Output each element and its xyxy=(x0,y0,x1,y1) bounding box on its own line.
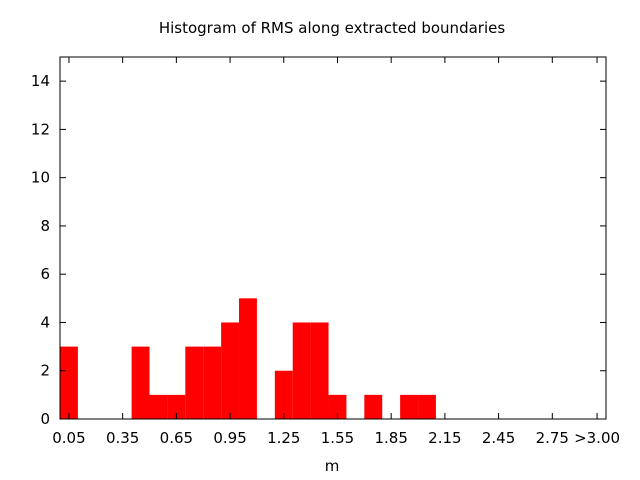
x-axis-label: m xyxy=(325,457,340,475)
plot-frame xyxy=(59,56,607,420)
histogram-bar-15 xyxy=(328,394,347,419)
x-tick-label: 2.15 xyxy=(428,429,461,447)
histogram-bar-5 xyxy=(149,394,168,419)
histogram-bar-6 xyxy=(167,394,186,419)
histogram-bar-12 xyxy=(274,370,293,419)
x-tick-label: 1.85 xyxy=(374,429,407,447)
x-tick-label: 2.75 xyxy=(536,429,569,447)
histogram-bar-14 xyxy=(310,322,329,419)
y-tick-label: 8 xyxy=(40,217,50,235)
x-tick-label: 2.45 xyxy=(482,429,515,447)
histogram-bar-19 xyxy=(400,394,419,419)
y-tick-label: 12 xyxy=(31,120,50,138)
y-tick-label: 10 xyxy=(31,169,50,187)
histogram-bar-13 xyxy=(292,322,311,419)
y-tick-label: 6 xyxy=(40,265,50,283)
y-tick-label: 2 xyxy=(40,362,50,380)
histogram-bar-10 xyxy=(239,298,257,419)
x-tick-label: 1.55 xyxy=(321,429,354,447)
y-tick-label: 14 xyxy=(31,72,50,90)
x-tick-label: >3.00 xyxy=(574,429,620,447)
x-tick-label: 0.95 xyxy=(213,429,246,447)
y-tick-label: 0 xyxy=(40,410,50,428)
y-tick-label: 4 xyxy=(40,313,50,331)
histogram-bar-9 xyxy=(221,322,240,419)
bars-group xyxy=(60,298,436,419)
histogram-bar-0 xyxy=(60,346,78,419)
axis-ticks-group: 0 2 4 6 8 10 12 14 0.05 0.35 0.65 0.95 1.25 1.55 1.85 2… xyxy=(31,57,620,447)
x-tick-label: 0.65 xyxy=(160,429,193,447)
histogram-bar-20 xyxy=(418,394,436,419)
x-tick-label: 0.05 xyxy=(52,429,85,447)
histogram-bar-8 xyxy=(203,346,222,419)
histogram-bar-7 xyxy=(185,346,204,419)
histogram-bar-17 xyxy=(364,394,383,419)
chart-title: Histogram of RMS along extracted boundar… xyxy=(159,19,506,37)
x-tick-label: 1.25 xyxy=(267,429,300,447)
histogram-bar-4 xyxy=(131,346,150,419)
x-tick-label: 0.35 xyxy=(106,429,139,447)
